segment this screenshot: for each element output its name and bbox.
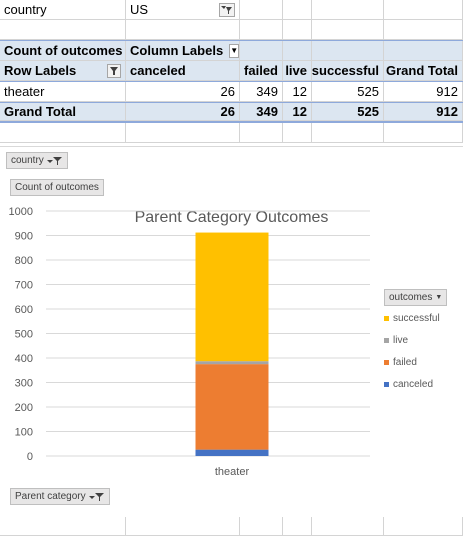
legend-label: canceled bbox=[393, 378, 434, 390]
y-tick-label: 0 bbox=[27, 451, 33, 463]
column-labels: Column Labels bbox=[130, 43, 224, 58]
filter-label[interactable]: country bbox=[0, 0, 126, 20]
value-field-label[interactable]: Count of outcomes bbox=[0, 41, 126, 61]
legend-swatch bbox=[384, 315, 389, 321]
country-field-button[interactable]: country bbox=[6, 152, 68, 169]
pivot-header-row: Count of outcomes Column Labels ▼ bbox=[0, 40, 463, 61]
parent-category-field-button[interactable]: Parent category bbox=[10, 488, 110, 505]
chart-legend[interactable]: successful live failed canceled bbox=[384, 307, 440, 395]
filter-icon bbox=[46, 156, 62, 165]
legend-field-label: outcomes bbox=[389, 292, 433, 303]
value-field-button-label: Count of outcomes bbox=[15, 182, 99, 193]
gt-canceled[interactable]: 26 bbox=[126, 103, 240, 121]
filter-row: country US bbox=[0, 0, 463, 20]
pivot-columns-row: Row Labels canceled failed live successf… bbox=[0, 61, 463, 82]
value-field-button[interactable]: Count of outcomes bbox=[10, 179, 104, 196]
gt-grand-total[interactable]: 912 bbox=[384, 103, 463, 121]
pivot-data-row: theater 26 349 12 525 912 bbox=[0, 82, 463, 102]
row-labels-filter-icon[interactable] bbox=[107, 63, 121, 78]
col-header-failed[interactable]: failed bbox=[240, 61, 283, 81]
empty-row bbox=[0, 123, 463, 143]
legend-item-live[interactable]: live bbox=[384, 329, 440, 351]
col-header-successful[interactable]: successful bbox=[312, 61, 384, 81]
chevron-down-icon: ▼ bbox=[435, 294, 443, 301]
filter-icon bbox=[88, 492, 104, 501]
filter-value-cell[interactable]: US bbox=[126, 0, 240, 20]
col-header-canceled[interactable]: canceled bbox=[126, 61, 240, 81]
row-label-theater[interactable]: theater bbox=[0, 82, 126, 102]
parent-category-field-label: Parent category bbox=[15, 491, 86, 502]
x-tick-label: theater bbox=[215, 466, 250, 478]
legend-swatch bbox=[384, 359, 389, 365]
y-tick-label: 100 bbox=[15, 427, 33, 439]
y-tick-label: 500 bbox=[15, 329, 33, 341]
filter-dropdown-icon[interactable] bbox=[219, 2, 235, 17]
column-labels-dropdown-icon[interactable]: ▼ bbox=[229, 43, 239, 58]
bar-segment-failed[interactable] bbox=[195, 364, 269, 450]
legend-label: successful bbox=[393, 312, 440, 324]
value-failed[interactable]: 349 bbox=[240, 82, 283, 102]
y-tick-label: 800 bbox=[15, 255, 33, 267]
legend-label: live bbox=[393, 334, 409, 346]
legend-swatch bbox=[384, 381, 389, 387]
gt-successful[interactable]: 525 bbox=[312, 103, 384, 121]
column-labels-cell[interactable]: Column Labels ▼ bbox=[126, 41, 240, 61]
y-tick-label: 600 bbox=[15, 304, 33, 316]
filter-value: US bbox=[130, 2, 149, 17]
col-header-live[interactable]: live bbox=[283, 61, 312, 81]
chart-title: Parent Category Outcomes bbox=[134, 209, 329, 226]
row-labels: Row Labels bbox=[4, 63, 77, 78]
legend-item-failed[interactable]: failed bbox=[384, 351, 440, 373]
bar-segment-canceled[interactable] bbox=[195, 449, 269, 456]
y-tick-label: 400 bbox=[15, 353, 33, 365]
y-tick-label: 200 bbox=[15, 402, 33, 414]
legend-label: failed bbox=[393, 356, 417, 368]
y-tick-label: 900 bbox=[15, 231, 33, 243]
row-labels-cell[interactable]: Row Labels bbox=[0, 61, 126, 81]
col-header-grand-total[interactable]: Grand Total bbox=[384, 61, 463, 81]
legend-item-canceled[interactable]: canceled bbox=[384, 373, 440, 395]
gt-live[interactable]: 12 bbox=[283, 103, 312, 121]
value-successful[interactable]: 525 bbox=[312, 82, 384, 102]
value-canceled[interactable]: 26 bbox=[126, 82, 240, 102]
legend-item-successful[interactable]: successful bbox=[384, 307, 440, 329]
empty-row bbox=[0, 20, 463, 40]
value-live[interactable]: 12 bbox=[283, 82, 312, 102]
y-tick-label: 700 bbox=[15, 280, 33, 292]
legend-field-button[interactable]: outcomes ▼ bbox=[384, 289, 448, 306]
gt-failed[interactable]: 349 bbox=[240, 103, 283, 121]
bar-segment-successful[interactable] bbox=[195, 232, 269, 362]
empty-row bbox=[0, 516, 463, 536]
bar-segment-live[interactable] bbox=[195, 361, 269, 365]
y-tick-label: 1000 bbox=[9, 206, 33, 218]
y-tick-label: 300 bbox=[15, 378, 33, 390]
chart-plot: 0 100 200 300 400 500 600 700 800 900 1000 theater bbox=[9, 206, 370, 478]
value-grand-total[interactable]: 912 bbox=[384, 82, 463, 102]
pivot-grand-total-row: Grand Total 26 349 12 525 912 bbox=[0, 102, 463, 123]
grand-total-label[interactable]: Grand Total bbox=[0, 103, 126, 121]
country-field-label: country bbox=[11, 155, 44, 166]
pivot-chart[interactable]: country Count of outcomes Parent Categor… bbox=[0, 146, 463, 517]
legend-swatch bbox=[384, 337, 389, 343]
